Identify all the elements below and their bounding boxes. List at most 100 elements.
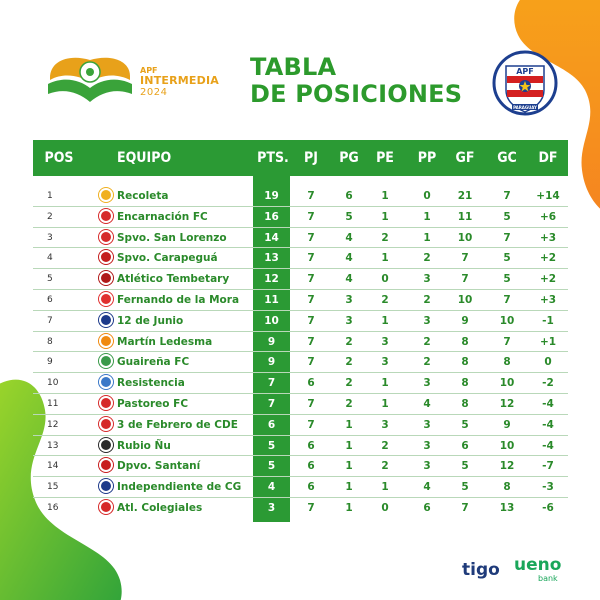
row-pj: 7 bbox=[307, 252, 315, 265]
row-pts: 6 bbox=[267, 418, 276, 431]
row-pj: 6 bbox=[307, 439, 315, 452]
row-df: -3 bbox=[542, 481, 554, 494]
team-crest-icon bbox=[99, 354, 113, 369]
row-df: +6 bbox=[539, 210, 557, 223]
row-gf: 8 bbox=[461, 377, 469, 390]
col-pe-header: PE bbox=[376, 150, 394, 166]
table-row: 2 Encarnación FC 16 7 5 1 1 11 5 +6 bbox=[33, 207, 568, 228]
row-gc: 5 bbox=[503, 210, 511, 223]
row-gf: 8 bbox=[461, 397, 469, 410]
row-pts: 3 bbox=[267, 501, 276, 514]
row-gf: 5 bbox=[461, 460, 469, 473]
row-pj: 7 bbox=[307, 418, 315, 431]
row-pj: 7 bbox=[307, 314, 315, 327]
col-pg-header: PG bbox=[339, 150, 359, 166]
team-crest-icon bbox=[91, 416, 113, 433]
table-row: 13 Rubio Ñu 5 6 1 2 3 6 10 -4 bbox=[33, 436, 568, 457]
brand-apf: APF bbox=[140, 66, 158, 75]
brand-year: 2024 bbox=[140, 87, 168, 98]
row-gc: 10 bbox=[499, 314, 515, 327]
row-gc: 7 bbox=[503, 190, 511, 202]
row-pj: 7 bbox=[307, 335, 315, 348]
row-pp: 4 bbox=[423, 397, 431, 410]
green-decor-shape bbox=[0, 379, 122, 600]
table-row: 11 Pastoreo FC 7 7 2 1 4 8 12 -4 bbox=[33, 394, 568, 415]
row-pos: 15 bbox=[47, 482, 59, 493]
col-pos-header: POS bbox=[44, 150, 74, 166]
col-team-header: EQUIPO bbox=[117, 150, 172, 166]
row-pg: 4 bbox=[345, 252, 353, 265]
brand-name: INTERMEDIA bbox=[140, 74, 219, 87]
row-gc: 7 bbox=[503, 231, 511, 244]
table-row: 9 Guaireña FC 9 7 2 3 2 8 8 0 bbox=[33, 352, 568, 374]
apf-badge-logo: APF PARAGUAY bbox=[492, 50, 558, 116]
row-gf: 7 bbox=[461, 273, 469, 286]
table-row: 1 Recoleta 19 7 6 1 0 21 7 +14 bbox=[33, 186, 568, 207]
row-pe: 1 bbox=[381, 377, 389, 390]
row-pg: 1 bbox=[345, 501, 353, 514]
row-pg: 5 bbox=[345, 210, 353, 223]
ueno-sponsor-sub: bank bbox=[538, 574, 558, 583]
row-pp: 3 bbox=[423, 314, 431, 327]
row-team: Dpvo. Santaní bbox=[117, 460, 201, 473]
row-pj: 7 bbox=[307, 501, 315, 514]
team-crest-icon bbox=[99, 250, 113, 265]
table-row: 14 Dpvo. Santaní 5 6 1 2 3 5 12 -7 bbox=[33, 456, 568, 478]
row-pos: 6 bbox=[47, 294, 53, 305]
team-crest-icon bbox=[91, 354, 113, 370]
row-gf: 9 bbox=[461, 314, 469, 327]
row-pg: 2 bbox=[345, 397, 353, 410]
row-df: -4 bbox=[542, 439, 554, 452]
table-row: 8 Martín Ledesma 9 7 2 3 2 8 7 +1 bbox=[33, 332, 568, 353]
row-gf: 7 bbox=[461, 501, 469, 514]
row-team: Atlético Tembetary bbox=[117, 273, 230, 286]
row-pj: 7 bbox=[307, 231, 315, 244]
col-df-header: DF bbox=[538, 150, 558, 166]
row-pos: 4 bbox=[47, 253, 53, 264]
row-pe: 2 bbox=[381, 439, 389, 452]
row-pe: 2 bbox=[381, 231, 389, 244]
title-line-2: DE POSICIONES bbox=[250, 80, 463, 108]
row-pe: 1 bbox=[381, 210, 389, 223]
row-pe: 1 bbox=[381, 481, 389, 494]
row-gf: 6 bbox=[461, 439, 469, 452]
team-crest-icon bbox=[91, 437, 113, 454]
row-pts: 19 bbox=[264, 190, 279, 202]
row-gc: 5 bbox=[503, 273, 511, 286]
table-row: 6 Fernando de la Mora 11 7 3 2 2 10 7 +3 bbox=[33, 290, 568, 311]
row-pos: 2 bbox=[47, 211, 53, 222]
row-pp: 3 bbox=[423, 418, 431, 431]
team-crest-icon bbox=[91, 208, 113, 225]
row-pts: 16 bbox=[264, 210, 279, 223]
row-pe: 1 bbox=[381, 397, 389, 410]
team-crest-icon bbox=[91, 188, 113, 204]
row-team: Guaireña FC bbox=[117, 356, 190, 369]
team-crest-icon bbox=[99, 229, 113, 244]
row-df: +2 bbox=[539, 273, 557, 286]
row-df: -2 bbox=[542, 377, 554, 390]
row-team: Atl. Colegiales bbox=[117, 501, 203, 514]
row-pp: 2 bbox=[423, 293, 431, 306]
row-pp: 1 bbox=[423, 231, 431, 244]
row-pos: 13 bbox=[47, 440, 59, 451]
team-crest-icon bbox=[91, 312, 113, 329]
row-gf: 21 bbox=[457, 190, 473, 202]
row-pg: 1 bbox=[345, 418, 353, 431]
team-crest-icon bbox=[99, 437, 113, 452]
row-gc: 7 bbox=[503, 335, 511, 348]
col-pp-header: PP bbox=[417, 150, 437, 166]
row-pg: 4 bbox=[345, 231, 353, 244]
row-team: 12 de Junio bbox=[117, 314, 184, 327]
row-pg: 3 bbox=[345, 293, 353, 306]
row-team: Encarnación FC bbox=[117, 210, 208, 223]
row-pe: 3 bbox=[381, 418, 389, 431]
row-team: 3 de Febrero de CDE bbox=[117, 418, 238, 431]
row-pg: 1 bbox=[345, 481, 353, 494]
row-team: Recoleta bbox=[117, 190, 169, 202]
team-crest-icon bbox=[91, 333, 113, 350]
row-pp: 3 bbox=[423, 439, 431, 452]
tigo-sponsor-logo: tigo bbox=[462, 560, 500, 580]
row-pe: 0 bbox=[381, 501, 389, 514]
table-row: 4 Spvo. Carapeguá 13 7 4 1 2 7 5 +2 bbox=[33, 248, 568, 270]
row-pj: 7 bbox=[307, 190, 315, 202]
